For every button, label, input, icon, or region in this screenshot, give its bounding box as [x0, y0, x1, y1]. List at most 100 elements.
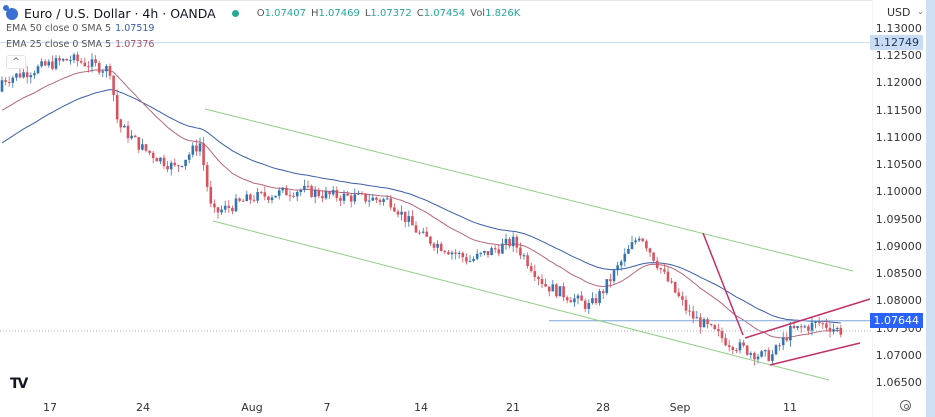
candle-body: [558, 286, 562, 297]
candle-body: [245, 194, 249, 202]
candle-body: [810, 322, 814, 331]
candle-body: [479, 252, 483, 254]
candle-body: [256, 191, 259, 201]
candle-body: [691, 311, 695, 319]
candle-body: [292, 195, 295, 197]
candle-body: [720, 331, 724, 339]
candle-body: [375, 197, 378, 200]
candle-body: [432, 243, 436, 248]
candle-body: [796, 326, 799, 329]
indicator-ema25[interactable]: EMA 25 close 0 SMA 5 1.07376: [6, 39, 155, 50]
candle-body: [274, 195, 277, 198]
candle-body: [839, 328, 843, 335]
candle-body: [267, 196, 270, 201]
candle-body: [65, 58, 69, 61]
candle-body: [202, 143, 205, 166]
candle-body: [241, 200, 245, 202]
candle-body: [205, 165, 209, 187]
wedge-lower-line[interactable]: [769, 342, 861, 366]
candle-body: [637, 238, 641, 241]
candle-body: [652, 252, 655, 261]
candle-body: [641, 238, 645, 242]
candle-body: [526, 255, 529, 267]
candle-body: [36, 66, 40, 74]
chart-settings-icon[interactable]: [900, 400, 911, 411]
candle-body: [342, 193, 346, 201]
ema-line: [1, 69, 841, 339]
candle-body: [252, 199, 256, 201]
candle-body: [439, 243, 443, 251]
chevron-down-icon[interactable]: ⌄: [917, 7, 924, 16]
candle-body: [598, 291, 601, 304]
candle-body: [835, 328, 839, 330]
candle-body: [450, 252, 454, 255]
candle-body: [76, 54, 79, 62]
candle-body: [436, 243, 439, 248]
candle-body: [72, 54, 76, 61]
candle-body: [414, 225, 418, 233]
candle-body: [227, 205, 231, 208]
candle-body: [238, 198, 241, 201]
candle-body: [367, 200, 371, 202]
price-axis[interactable]: 1.13000 1.12500 1.12000 1.11500 1.11000 1.105…: [869, 0, 935, 417]
candle-body: [288, 195, 292, 197]
currency-selector[interactable]: USD: [887, 6, 911, 19]
candle-body: [659, 268, 663, 270]
candle-body: [551, 284, 555, 292]
candle-body: [396, 211, 400, 215]
candle-body: [789, 325, 792, 341]
price-chart[interactable]: [0, 0, 878, 393]
candle-body: [648, 248, 652, 253]
candle-body: [180, 166, 184, 168]
candle-body: [645, 241, 648, 249]
price-tick-label: 1.09000: [875, 239, 922, 253]
candle-body: [807, 326, 810, 331]
candle-body: [709, 324, 713, 326]
candle-body: [47, 61, 51, 66]
candle-body: [223, 205, 227, 210]
tradingview-logo-icon[interactable]: TV: [10, 376, 28, 392]
candle-body: [177, 165, 180, 167]
candle-body: [465, 257, 468, 262]
symbol-title[interactable]: Euro / U.S. Dollar · 4h · OANDA: [24, 6, 216, 21]
time-tick-label: 14: [414, 401, 428, 414]
time-tick-label: Aug: [241, 401, 263, 414]
candle-body: [778, 345, 781, 347]
candle-body: [259, 191, 263, 193]
candle-body: [587, 303, 591, 309]
candle-body: [198, 143, 202, 152]
trend-line-down[interactable]: [702, 232, 744, 336]
candle-body: [353, 194, 357, 202]
candle-body: [421, 231, 425, 233]
indicator-ema50[interactable]: EMA 50 close 0 SMA 5 1.07519: [6, 23, 155, 34]
candle-body: [724, 338, 727, 346]
candle-body: [371, 197, 375, 201]
candle-body: [187, 154, 191, 160]
candle-body: [393, 207, 396, 212]
channel-lower-line[interactable]: [212, 220, 830, 381]
collapse-legend-button[interactable]: ^: [6, 55, 26, 69]
candle-body: [335, 190, 339, 198]
candle-body: [684, 299, 688, 311]
channel-upper-line[interactable]: [204, 108, 854, 272]
candle-body: [457, 252, 461, 254]
wedge-upper-line[interactable]: [744, 298, 871, 339]
candle-body: [742, 342, 745, 346]
candle-body: [670, 281, 673, 283]
candle-body: [11, 77, 15, 83]
candle-body: [403, 211, 407, 222]
candle-body: [666, 271, 670, 282]
candle-body: [162, 157, 166, 167]
candle-body: [706, 319, 709, 325]
candle-body: [126, 125, 130, 139]
candle-body: [364, 193, 367, 202]
candle-body: [738, 342, 742, 351]
candle-body: [817, 321, 821, 324]
candle-body: [688, 310, 691, 312]
candle-body: [195, 145, 198, 152]
time-tick-label: 21: [506, 401, 520, 414]
candle-body: [605, 279, 609, 294]
candle-body: [310, 185, 313, 197]
candle-body: [321, 196, 324, 199]
